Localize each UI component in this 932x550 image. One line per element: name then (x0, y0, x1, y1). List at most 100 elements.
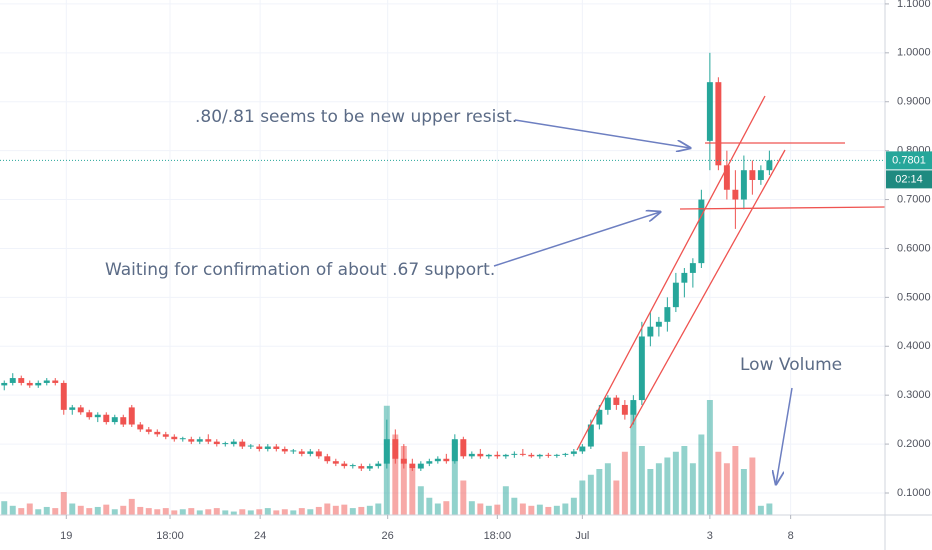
volume-pane (1, 400, 773, 515)
volume-bar (358, 506, 365, 515)
volume-bar (451, 440, 458, 515)
candle-body (451, 439, 458, 462)
candle-body (60, 382, 67, 410)
volume-bar (485, 505, 492, 515)
candle-body (188, 439, 195, 442)
volume-bar (392, 434, 399, 515)
volume-bar (103, 504, 110, 515)
candle-body (553, 454, 560, 456)
arrow (514, 119, 690, 148)
candle-body (332, 461, 339, 464)
x-tick-label: Jul (575, 530, 589, 542)
countdown-box (886, 170, 932, 189)
volume-bar (375, 503, 382, 515)
trend-lines (576, 95, 886, 451)
volume-bar (366, 505, 373, 515)
x-tick-label: 18:00 (484, 530, 512, 542)
candles (1, 52, 773, 471)
volume-bar (120, 505, 127, 515)
candle-body (740, 170, 747, 200)
volume-bar (94, 506, 101, 515)
candle-body (766, 160, 773, 171)
volume-bar (502, 486, 509, 515)
candle-body (256, 446, 263, 449)
candle-body (239, 441, 246, 447)
candle-body (290, 450, 297, 452)
volume-bar (111, 509, 118, 515)
support-line (679, 206, 886, 210)
volume-bar (52, 508, 59, 515)
countdown-label: 02:14 (895, 173, 923, 185)
candle-body (137, 424, 144, 430)
candle-body (9, 378, 16, 383)
volume-bar (273, 510, 280, 515)
candle-body (358, 466, 365, 469)
volume-bar (655, 463, 662, 515)
volume-bar (349, 508, 356, 515)
volume-bar (86, 508, 93, 515)
candle-body (341, 463, 348, 467)
volume-bar (162, 508, 169, 515)
candle-body (638, 336, 645, 401)
candle-body (647, 326, 654, 337)
candle-body (528, 454, 535, 457)
volume-bar (26, 503, 33, 515)
volume-bar (749, 457, 756, 515)
candle-body (579, 446, 586, 452)
volume-bar (562, 503, 569, 515)
volume-bar (596, 469, 603, 515)
volume-bar (545, 506, 552, 515)
volume-bar (536, 504, 543, 515)
candle-body (52, 380, 59, 383)
volume-bar (698, 434, 705, 515)
arrow (493, 212, 660, 267)
candle-body (264, 446, 271, 449)
candle-body (77, 407, 84, 413)
candle-body (247, 445, 254, 447)
x-tick-label: 18:00 (156, 530, 184, 542)
volume-bar (689, 463, 696, 515)
candle-body (179, 438, 186, 440)
candle-body (128, 407, 135, 425)
candle-body (664, 307, 671, 322)
volume-bar (732, 446, 739, 515)
volume-bar (315, 506, 322, 515)
candle-body (400, 458, 407, 464)
volume-bar (706, 400, 713, 515)
volume-bar (757, 505, 764, 515)
candle-body (145, 429, 152, 432)
candle-body (443, 458, 450, 462)
candle-body (349, 465, 356, 467)
candle-body (409, 463, 416, 469)
candle-body (298, 451, 305, 454)
candle-body (485, 454, 492, 457)
candle-body (392, 439, 399, 459)
candle-body (706, 82, 713, 141)
volume-bar (477, 503, 484, 515)
volume-bar (1, 501, 8, 515)
volume-bar (69, 503, 76, 515)
volume-bar (60, 492, 67, 515)
candle-body (26, 382, 33, 386)
candle-body (494, 454, 501, 457)
volume-bar (460, 480, 467, 515)
arrow (776, 387, 793, 484)
last-price-label: 0.7801 (892, 154, 926, 166)
volume-bar (468, 501, 475, 515)
candle-body (213, 441, 220, 445)
candle-body (672, 282, 679, 308)
candle-body (315, 451, 322, 457)
volume-bar (35, 509, 42, 515)
x-tick-label: 24 (254, 530, 266, 542)
volume-bar (664, 457, 671, 515)
candle-body (230, 441, 237, 445)
last-price-box (886, 151, 932, 170)
volume-bar (417, 486, 424, 515)
volume-bar (239, 509, 246, 515)
volume-bar (579, 480, 586, 515)
volume-bar (196, 510, 203, 515)
annotation: Low Volume (740, 355, 842, 375)
candle-body (604, 397, 611, 410)
volume-bar (528, 505, 535, 515)
